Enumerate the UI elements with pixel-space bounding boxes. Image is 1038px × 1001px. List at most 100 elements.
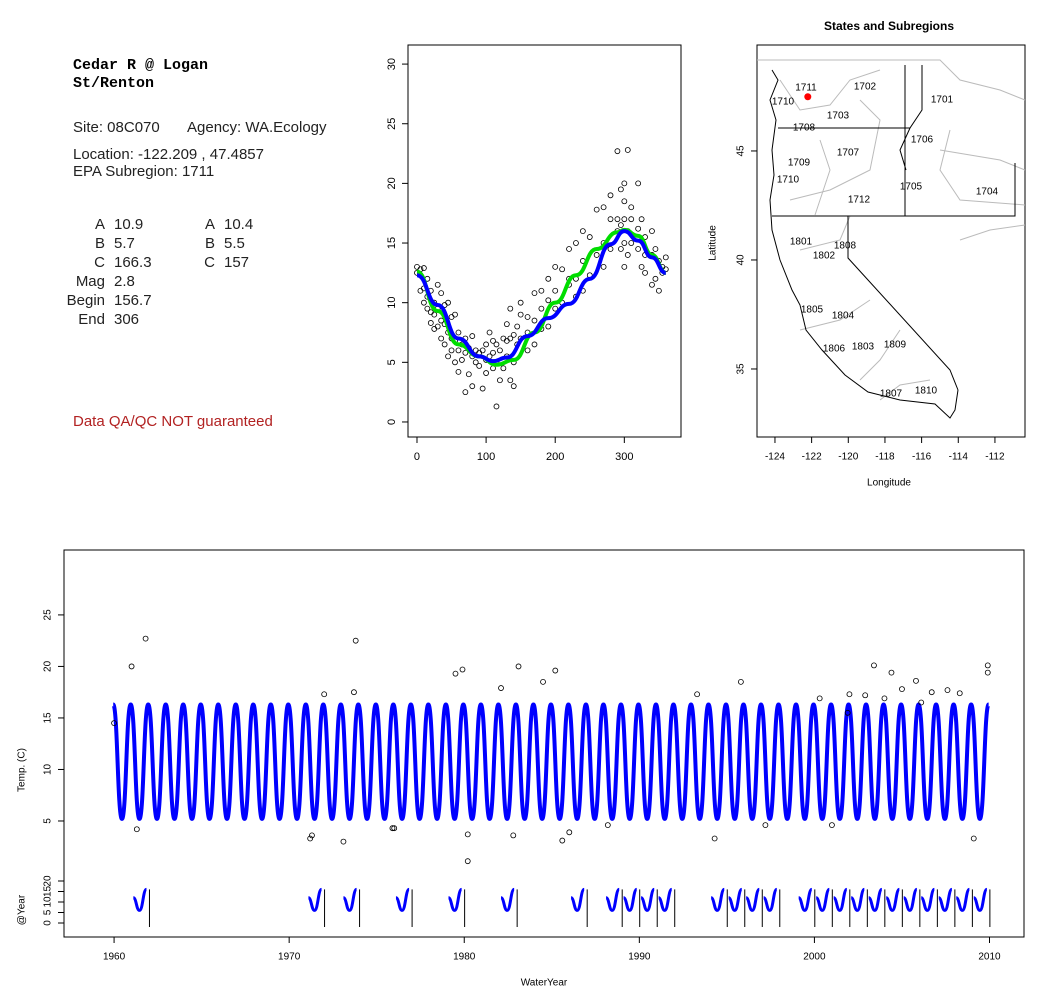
data-point (133, 826, 140, 833)
data-point (899, 686, 905, 692)
data-point (607, 216, 614, 223)
x-tick-label: 1960 (103, 952, 126, 963)
data-point (452, 670, 459, 677)
data-point (635, 246, 642, 252)
subregion-line (939, 129, 1026, 206)
data-point (573, 240, 579, 246)
param-value: 156.7 (114, 292, 152, 309)
x-tick-label: -116 (912, 452, 932, 463)
data-point (621, 198, 628, 205)
data-point (465, 371, 472, 378)
y-tick-label: 10 (386, 297, 398, 309)
data-point (464, 858, 471, 865)
param-label: Mag (76, 273, 105, 290)
y-tick-label: 5 (43, 909, 54, 915)
data-point (655, 287, 662, 294)
data-point (538, 287, 545, 294)
data-point (420, 265, 427, 271)
region-label: 1802 (813, 251, 836, 262)
data-point (514, 323, 521, 330)
data-point (307, 835, 314, 842)
x-tick-label: -122 (802, 452, 822, 463)
data-point (614, 148, 621, 155)
subregion-line (859, 329, 901, 381)
region-label: 1705 (900, 182, 923, 193)
coastline (769, 69, 959, 419)
subregion-line (959, 224, 1026, 241)
data-point (628, 216, 635, 223)
region-label: 1810 (915, 386, 938, 397)
y-tick-label: 25 (43, 609, 54, 621)
x-tick-label: 200 (546, 451, 564, 463)
fit-curve (416, 229, 667, 364)
region-label: 1707 (837, 148, 860, 159)
subregion-line (779, 69, 881, 111)
data-point (438, 335, 445, 342)
data-point (507, 305, 514, 312)
x-tick-label: -114 (949, 452, 969, 463)
data-point (434, 323, 441, 330)
data-point (417, 287, 424, 294)
data-point (462, 389, 469, 396)
x-axis-title: Longitude (867, 478, 911, 489)
region-label: 1708 (793, 123, 816, 134)
data-point (483, 341, 489, 348)
y-tick-label: 15 (43, 712, 54, 724)
data-point (142, 635, 149, 642)
site-title: St/Renton (73, 75, 154, 92)
data-point (510, 383, 517, 390)
region-label: 1805 (801, 305, 824, 316)
data-point (862, 692, 869, 699)
x-tick-label: 1990 (628, 952, 651, 963)
data-point (652, 246, 659, 252)
subregion-line (939, 149, 1026, 171)
data-point (500, 365, 507, 372)
y-tick-label: 15 (43, 885, 54, 897)
data-point (414, 263, 420, 270)
data-point (445, 299, 451, 306)
data-point (617, 246, 624, 252)
data-point (531, 290, 538, 297)
data-point (507, 377, 514, 384)
data-point (464, 831, 471, 838)
param-label: A (95, 216, 105, 233)
region-label: 1706 (911, 135, 934, 146)
data-point (524, 314, 531, 320)
data-point (455, 347, 462, 354)
data-point (490, 337, 496, 344)
data-point (638, 263, 645, 270)
data-point (593, 252, 600, 258)
data-point (448, 347, 455, 354)
data-point (427, 320, 434, 326)
param-value: 306 (114, 311, 139, 328)
data-point (510, 331, 517, 338)
data-point (552, 667, 559, 674)
data-point (431, 311, 438, 318)
subregion-line (757, 59, 1026, 101)
data-point (649, 228, 655, 234)
data-point (552, 305, 559, 312)
region-label: 1804 (832, 311, 855, 322)
data-point (881, 695, 888, 702)
data-point (624, 252, 631, 258)
agency: Agency: WA.Ecology (187, 119, 327, 136)
data-point (918, 699, 925, 706)
state-border (847, 216, 959, 391)
data-point (517, 299, 524, 306)
region-label: 1709 (788, 158, 811, 169)
data-point (486, 329, 493, 336)
data-point (420, 299, 427, 306)
temperature-line (111, 702, 991, 821)
data-point (552, 287, 559, 294)
data-point (737, 678, 744, 685)
y-tick-label: 10 (43, 896, 54, 908)
data-point (762, 822, 769, 829)
data-point (871, 662, 877, 669)
data-point (455, 329, 462, 336)
data-point (459, 357, 465, 363)
param-value: 5.7 (114, 235, 135, 252)
data-point (621, 240, 628, 246)
data-point (352, 637, 359, 644)
y-tick-label: 0 (386, 419, 398, 425)
data-point (545, 323, 552, 330)
